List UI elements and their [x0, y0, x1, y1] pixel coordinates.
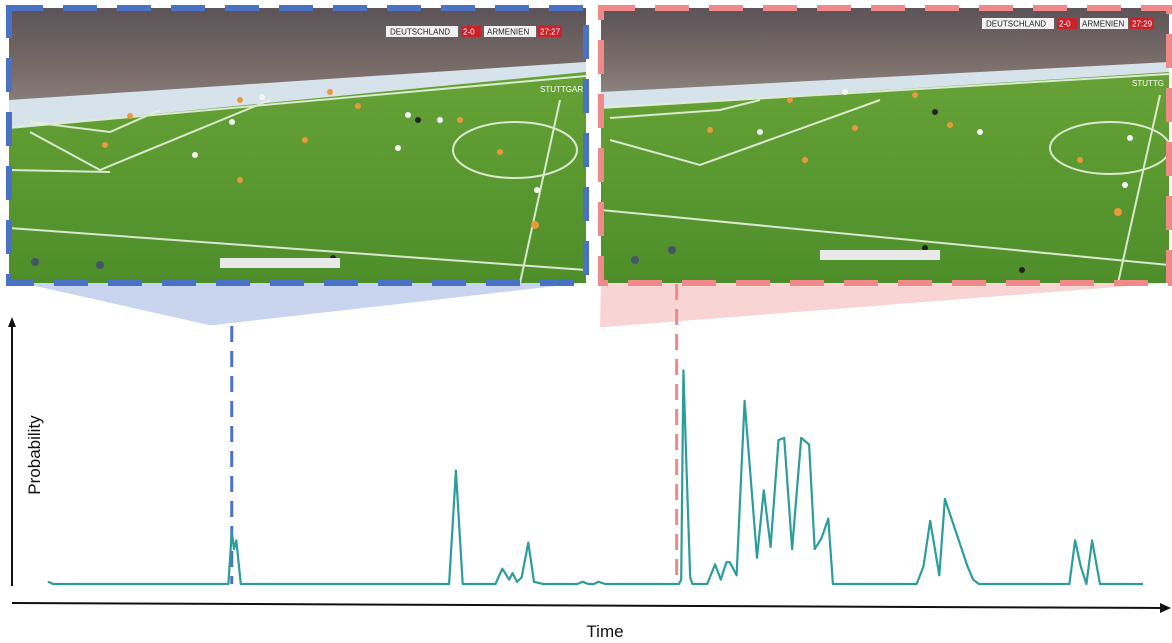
data-point — [455, 469, 457, 472]
probability-series-line — [47, 369, 1143, 586]
data-point — [972, 578, 975, 581]
data-point — [1091, 539, 1093, 542]
data-point — [769, 546, 772, 548]
data-point — [448, 583, 450, 585]
data-point — [527, 541, 530, 544]
left-home-team: DEUTSCHLAND — [390, 28, 450, 37]
data-point — [725, 561, 728, 563]
data-point — [52, 583, 54, 585]
data-point — [686, 476, 688, 478]
data-point — [587, 583, 590, 585]
data-point — [516, 581, 518, 583]
left-frame-connector — [22, 283, 582, 325]
right-away-team: ARMENIEN — [1082, 20, 1124, 29]
left-sponsor-board: STUTTGAR — [540, 85, 583, 94]
data-point — [533, 581, 535, 583]
data-point — [689, 576, 692, 579]
data-point — [966, 565, 969, 568]
data-point — [1068, 583, 1071, 585]
data-point — [944, 498, 946, 500]
data-point — [576, 583, 578, 585]
left-score: 2-0 — [463, 28, 475, 37]
y-axis — [8, 317, 16, 586]
data-point — [542, 583, 544, 585]
data-point — [842, 583, 844, 585]
data-point — [678, 583, 680, 585]
data-point — [929, 519, 932, 522]
left-clock: 27:27 — [540, 28, 561, 37]
left-video-frame: STUTTGAR — [9, 8, 586, 283]
right-home-team: DEUTSCHLAND — [986, 20, 1046, 29]
data-point — [1108, 583, 1110, 585]
right-scoreboard: DEUTSCHLAND 2-0 ARMENIEN 27:29 — [982, 18, 1154, 29]
data-point — [827, 517, 830, 520]
data-point — [581, 581, 584, 583]
data-point — [820, 537, 823, 540]
data-point — [915, 583, 918, 585]
data-point — [235, 539, 238, 542]
right-sponsor-board: STUTTG — [1132, 79, 1164, 88]
data-point — [47, 581, 50, 583]
data-point — [719, 578, 722, 581]
left-scoreboard: DEUTSCHLAND 2-0 ARMENIEN 27:27 — [386, 26, 562, 37]
data-point — [777, 439, 780, 441]
y-axis-label: Probability — [25, 415, 44, 495]
left-away-team: ARMENIEN — [487, 28, 529, 37]
data-point — [756, 557, 758, 559]
data-point — [978, 583, 980, 585]
data-point — [763, 489, 765, 492]
data-point — [604, 583, 607, 585]
x-axis-label: Time — [586, 622, 623, 641]
data-point — [1099, 583, 1101, 585]
data-point — [938, 574, 941, 577]
data-point — [1085, 583, 1088, 585]
left-frame-border — [6, 5, 589, 286]
data-point — [706, 583, 708, 585]
data-point — [800, 437, 802, 439]
data-point — [1074, 539, 1076, 542]
data-point — [714, 563, 716, 566]
data-point — [227, 583, 230, 585]
right-score: 2-0 — [1059, 20, 1071, 29]
data-point — [233, 548, 235, 550]
data-point — [520, 576, 523, 579]
data-point — [680, 578, 682, 581]
data-point — [729, 561, 731, 563]
data-point — [808, 443, 810, 446]
data-point — [813, 548, 816, 550]
data-point — [735, 574, 738, 577]
x-axis — [11, 602, 1171, 613]
data-point — [922, 565, 925, 568]
data-point — [511, 572, 514, 574]
data-point — [783, 437, 785, 439]
data-point — [240, 583, 242, 585]
data-point — [230, 530, 233, 533]
data-point — [494, 583, 497, 585]
right-frame-connector — [600, 283, 1168, 327]
data-point — [501, 567, 504, 570]
data-point — [832, 583, 834, 585]
data-point — [682, 369, 685, 372]
data-point — [461, 583, 464, 585]
data-point — [1079, 565, 1082, 568]
data-point — [791, 548, 793, 550]
data-point — [597, 581, 600, 583]
right-video-frame: STUTTG — [601, 8, 1169, 283]
data-point — [853, 583, 856, 585]
right-frame-border — [598, 5, 1172, 286]
data-point — [593, 583, 595, 585]
data-point — [611, 583, 613, 585]
data-point — [743, 400, 746, 402]
right-clock: 27:29 — [1132, 20, 1153, 29]
data-point — [691, 583, 694, 585]
data-point — [508, 578, 510, 581]
